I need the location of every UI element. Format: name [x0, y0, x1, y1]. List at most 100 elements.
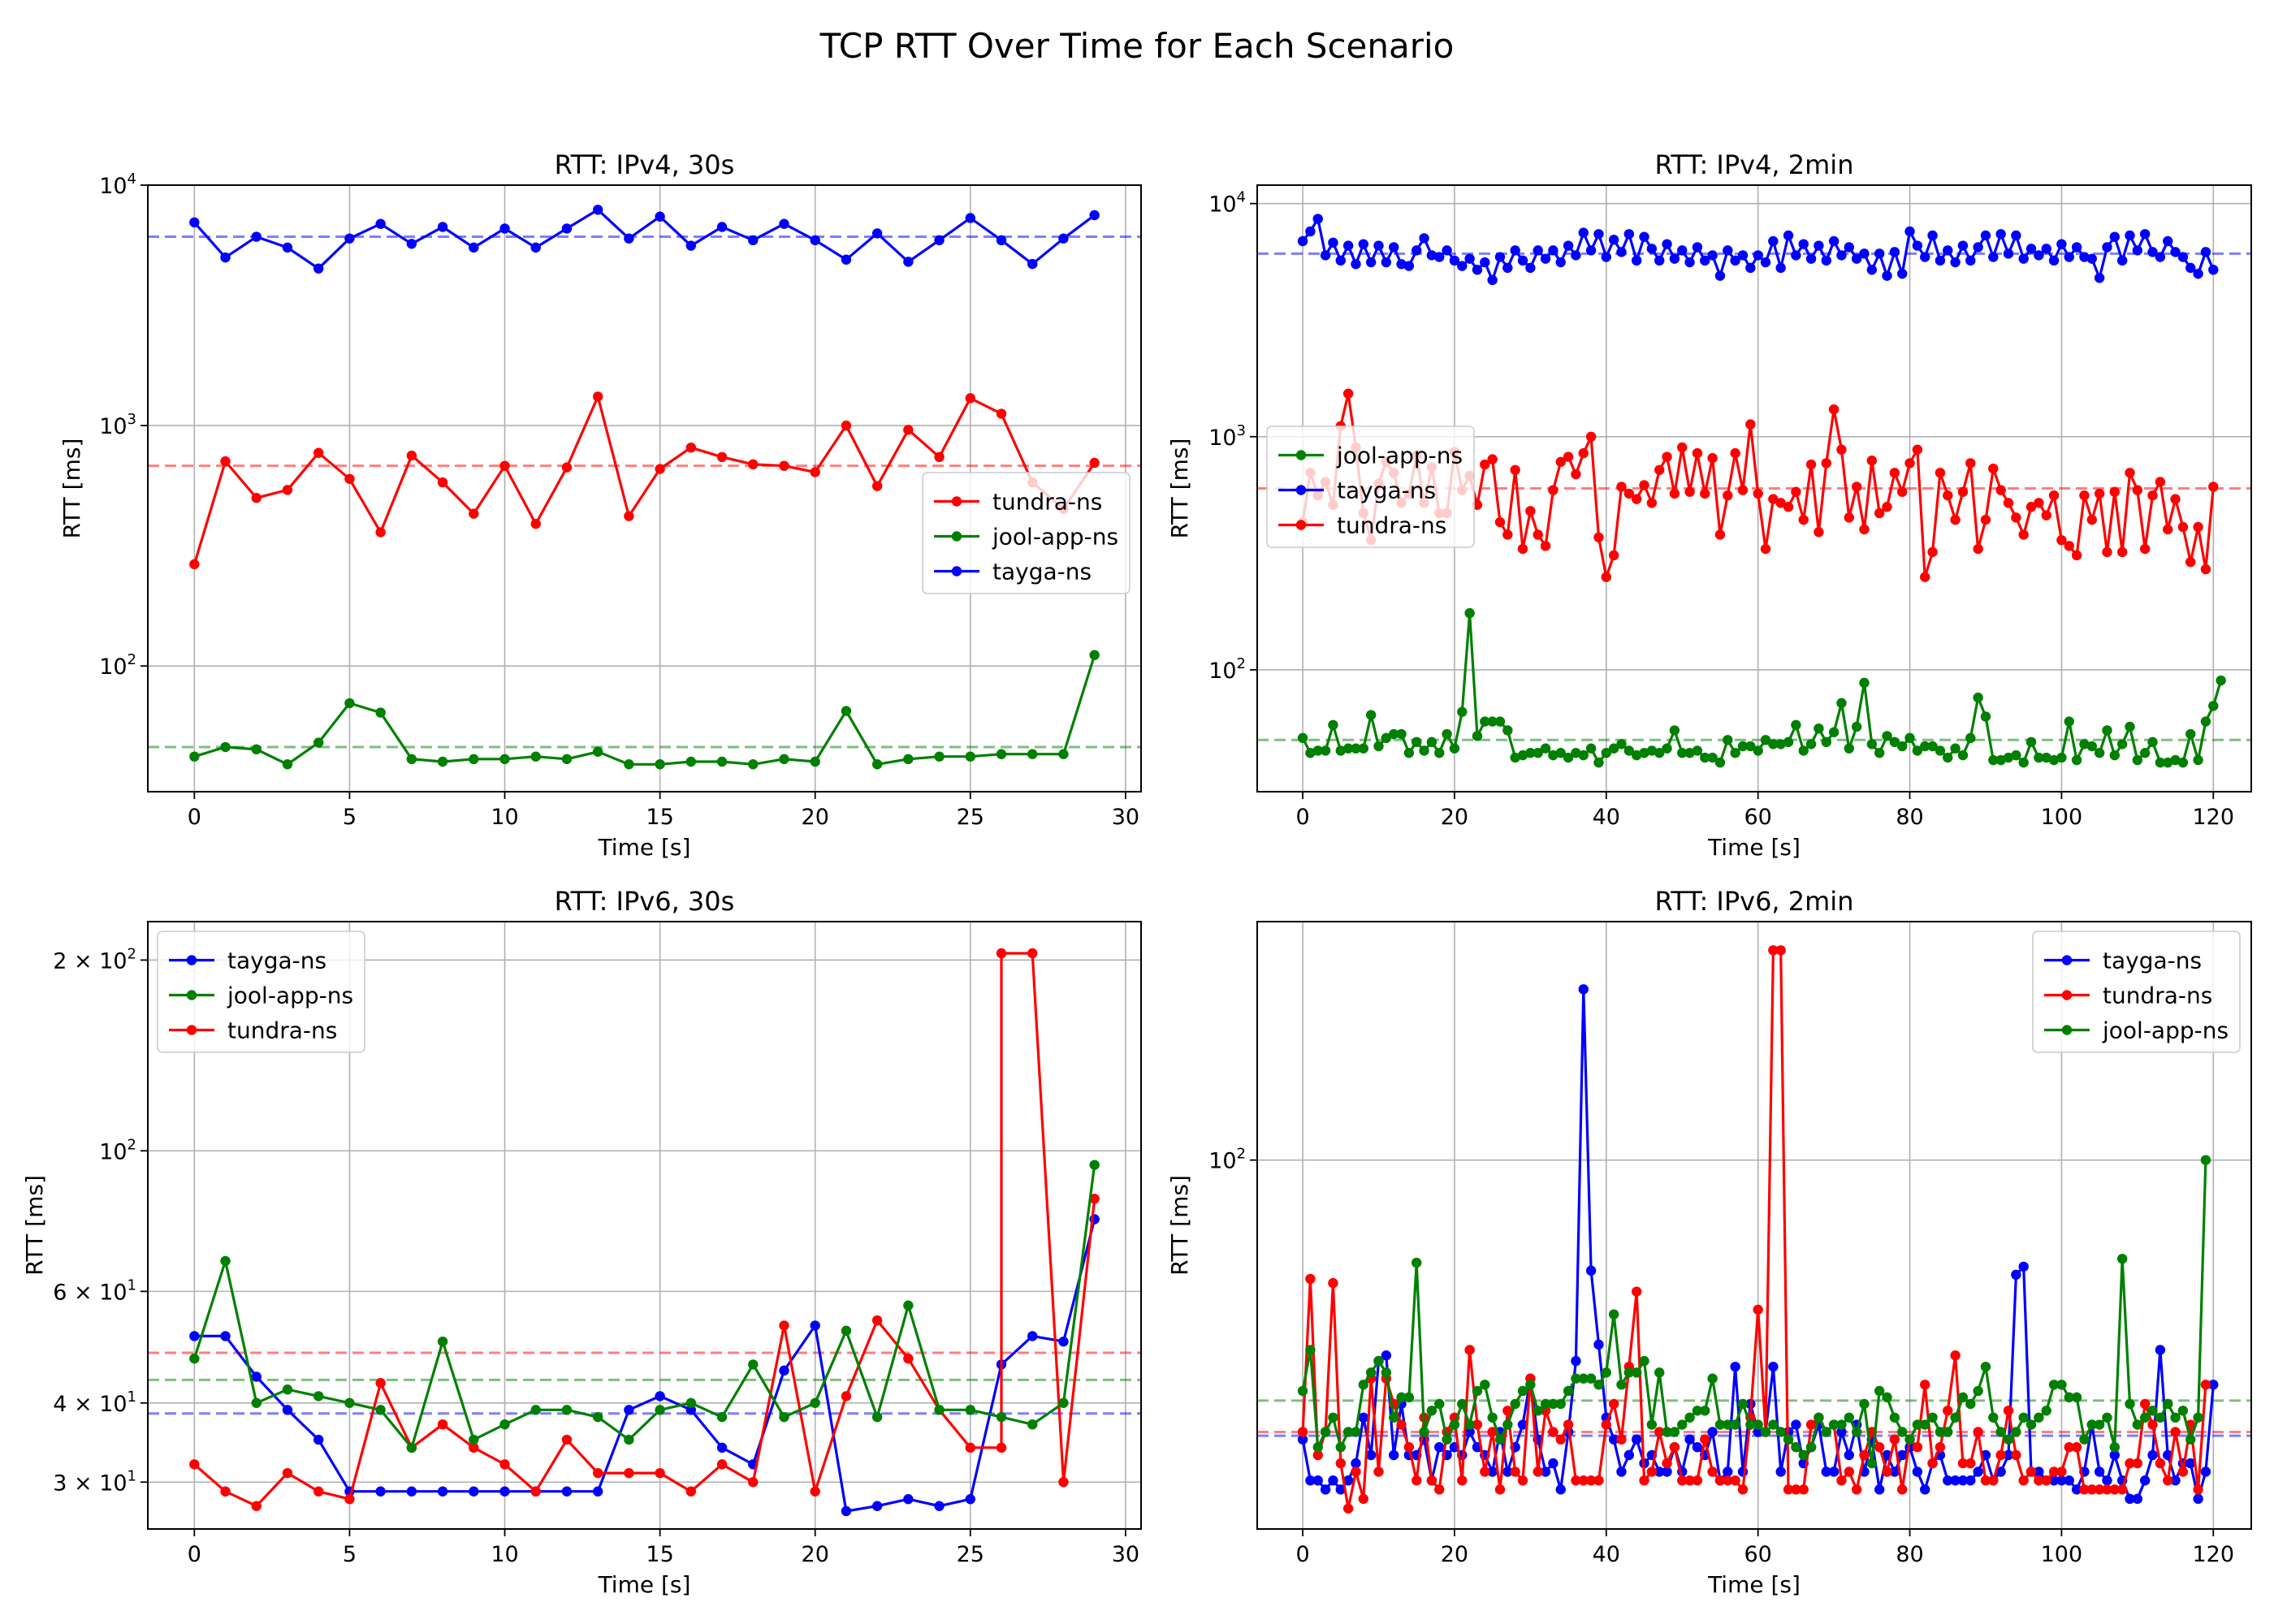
data-point-tayga-ns	[810, 1320, 820, 1331]
data-point-jool-app-ns	[2079, 1434, 2090, 1445]
data-point-tayga-ns	[1487, 1466, 1498, 1477]
data-point-jool-app-ns	[1866, 1458, 1878, 1469]
data-point-tundra-ns	[1700, 488, 1710, 499]
data-point-tayga-ns	[220, 252, 231, 263]
data-point-jool-app-ns	[2094, 748, 2105, 758]
data-point-tayga-ns	[1889, 247, 1900, 257]
data-point-tundra-ns	[251, 493, 262, 503]
data-point-tundra-ns	[2003, 498, 2014, 508]
data-point-jool-app-ns	[2003, 1434, 2014, 1445]
data-point-tayga-ns	[1943, 245, 1953, 256]
data-point-tundra-ns	[1805, 1419, 1817, 1430]
data-point-jool-app-ns	[1351, 743, 1361, 754]
data-point-tundra-ns	[1533, 529, 1543, 540]
data-point-tayga-ns	[1745, 262, 1756, 274]
data-point-jool-app-ns	[1677, 748, 1688, 758]
data-point-tundra-ns	[1396, 1419, 1407, 1430]
data-point-jool-app-ns	[530, 751, 541, 762]
data-point-jool-app-ns	[1943, 752, 1953, 763]
data-point-jool-app-ns	[1342, 1427, 1354, 1437]
data-point-jool-app-ns	[716, 1411, 728, 1423]
data-point-jool-app-ns	[2071, 1392, 2082, 1403]
legend-marker-jool-app-ns	[2061, 1025, 2073, 1035]
data-point-tayga-ns	[2064, 252, 2074, 262]
data-point-jool-app-ns	[189, 1353, 200, 1364]
data-point-tayga-ns	[1563, 240, 1574, 251]
data-point-tayga-ns	[1403, 261, 1415, 271]
data-point-jool-app-ns	[1320, 1427, 1331, 1437]
data-point-jool-app-ns	[1957, 749, 1969, 761]
data-point-tayga-ns	[1457, 261, 1468, 271]
y-axis-label: RTT [ms]	[21, 1175, 48, 1276]
data-point-jool-app-ns	[2034, 1412, 2044, 1423]
data-point-jool-app-ns	[1089, 1160, 1100, 1170]
data-point-jool-app-ns	[748, 1359, 759, 1370]
data-point-tayga-ns	[530, 242, 541, 253]
data-point-tundra-ns	[903, 425, 914, 435]
data-point-jool-app-ns	[1973, 1385, 1983, 1397]
data-point-jool-app-ns	[1419, 745, 1429, 756]
data-point-tundra-ns	[1714, 1475, 1726, 1486]
y-tick-label: 103	[1208, 422, 1246, 451]
x-axis-label: Time [s]	[598, 1571, 691, 1598]
data-point-tayga-ns	[1342, 240, 1354, 251]
data-point-jool-app-ns	[2086, 741, 2097, 752]
data-point-tayga-ns	[1297, 1434, 1308, 1445]
data-point-tayga-ns	[2185, 1458, 2196, 1469]
data-point-tayga-ns	[1601, 252, 1612, 262]
data-point-tundra-ns	[1889, 1434, 1900, 1445]
data-point-tundra-ns	[1342, 388, 1354, 399]
data-point-tayga-ns	[934, 1501, 945, 1511]
data-point-tayga-ns	[1517, 255, 1528, 266]
data-point-tundra-ns	[1533, 1466, 1543, 1477]
data-point-tundra-ns	[1297, 1427, 1308, 1437]
data-point-tayga-ns	[1328, 237, 1338, 248]
axes-frame	[147, 184, 1142, 793]
data-point-jool-app-ns	[1297, 732, 1308, 744]
data-point-tundra-ns	[2064, 541, 2074, 551]
data-point-jool-app-ns	[1700, 1406, 1710, 1416]
data-point-tundra-ns	[1859, 1449, 1870, 1461]
data-point-tayga-ns	[1859, 248, 1870, 259]
data-point-tayga-ns	[1089, 209, 1100, 221]
data-point-tayga-ns	[1836, 250, 1847, 261]
axes-frame	[147, 921, 1142, 1530]
data-point-tayga-ns	[375, 1486, 386, 1497]
data-point-tundra-ns	[1882, 1466, 1892, 1477]
data-point-jool-app-ns	[1957, 1392, 1969, 1403]
data-point-jool-app-ns	[871, 759, 883, 770]
data-point-tayga-ns	[2132, 1493, 2143, 1505]
data-point-tundra-ns	[437, 477, 448, 488]
data-point-jool-app-ns	[934, 751, 945, 762]
data-point-tayga-ns	[1381, 1350, 1392, 1361]
data-point-jool-app-ns	[1730, 748, 1740, 758]
data-point-tundra-ns	[1585, 1475, 1597, 1486]
data-point-tundra-ns	[1973, 543, 1983, 555]
data-point-tayga-ns	[2139, 229, 2151, 240]
data-point-tundra-ns	[1753, 1304, 1763, 1315]
data-point-tayga-ns	[2200, 247, 2211, 257]
data-point-jool-app-ns	[716, 756, 728, 767]
data-point-jool-app-ns	[1896, 741, 1908, 752]
data-point-tundra-ns	[313, 1486, 324, 1497]
data-point-jool-app-ns	[685, 1397, 697, 1408]
data-point-tundra-ns	[1540, 541, 1551, 551]
data-point-jool-app-ns	[1896, 1427, 1908, 1437]
x-tick-label: 20	[802, 1542, 829, 1567]
data-point-jool-app-ns	[1548, 1398, 1559, 1410]
data-point-tundra-ns	[2147, 1419, 2158, 1430]
legend-label-tundra-ns: tundra-ns	[2103, 983, 2212, 1009]
data-point-jool-app-ns	[1563, 1385, 1574, 1397]
data-point-tundra-ns	[1775, 945, 1786, 956]
data-point-tundra-ns	[1646, 1466, 1658, 1477]
data-point-tayga-ns	[2025, 244, 2037, 254]
data-point-jool-app-ns	[1646, 1419, 1658, 1430]
data-point-tundra-ns	[2094, 488, 2105, 499]
data-point-tundra-ns	[469, 1442, 479, 1453]
data-point-tundra-ns	[1995, 1449, 2006, 1461]
data-point-jool-app-ns	[2200, 716, 2211, 727]
data-point-tayga-ns	[1616, 1466, 1627, 1477]
data-point-jool-app-ns	[406, 754, 417, 765]
data-point-tayga-ns	[592, 1486, 603, 1497]
data-point-tundra-ns	[592, 1467, 603, 1479]
